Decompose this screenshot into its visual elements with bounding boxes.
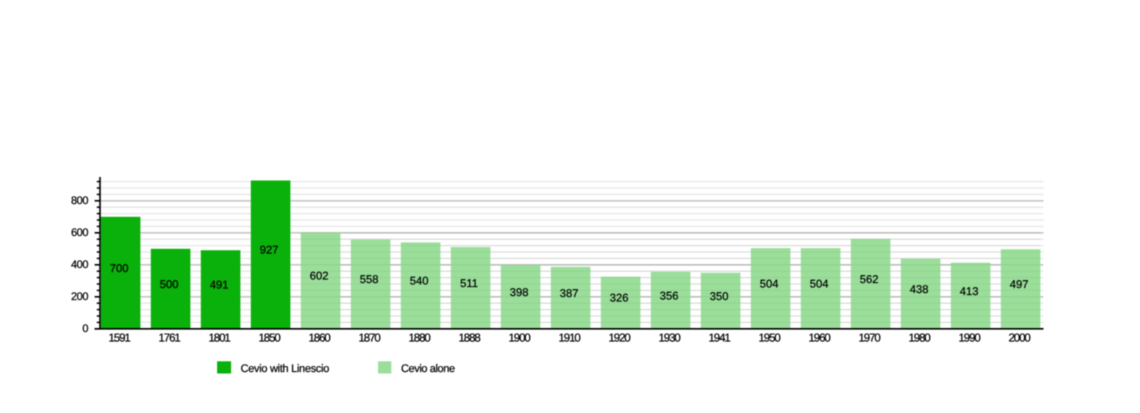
svg-text:600: 600 [71, 227, 88, 239]
svg-text:1970: 1970 [859, 332, 881, 344]
svg-text:1920: 1920 [609, 332, 631, 344]
svg-text:511: 511 [460, 278, 478, 290]
svg-text:497: 497 [1010, 279, 1029, 291]
svg-text:1960: 1960 [809, 332, 831, 344]
svg-text:438: 438 [910, 284, 929, 296]
svg-text:1980: 1980 [909, 332, 931, 344]
svg-text:1761: 1761 [159, 332, 181, 344]
svg-text:1801: 1801 [209, 332, 231, 344]
svg-text:398: 398 [510, 287, 529, 299]
svg-text:200: 200 [71, 291, 88, 303]
svg-text:1880: 1880 [409, 332, 431, 344]
svg-text:350: 350 [710, 291, 729, 303]
svg-text:326: 326 [610, 293, 629, 305]
svg-text:491: 491 [210, 280, 229, 292]
svg-text:540: 540 [410, 276, 429, 288]
svg-text:504: 504 [810, 279, 829, 291]
svg-text:1850: 1850 [259, 332, 281, 344]
svg-text:1950: 1950 [759, 332, 781, 344]
svg-text:356: 356 [660, 290, 679, 302]
svg-text:1930: 1930 [659, 332, 681, 344]
svg-text:413: 413 [960, 286, 979, 298]
svg-text:700: 700 [110, 263, 129, 275]
svg-text:504: 504 [760, 279, 779, 291]
svg-text:1870: 1870 [359, 332, 381, 344]
svg-text:927: 927 [260, 245, 279, 257]
svg-text:0: 0 [82, 323, 88, 335]
svg-text:2000: 2000 [1009, 332, 1031, 344]
svg-text:558: 558 [360, 274, 379, 286]
svg-text:800: 800 [71, 195, 88, 207]
svg-text:400: 400 [71, 259, 88, 271]
svg-text:562: 562 [860, 274, 879, 286]
svg-text:1990: 1990 [959, 332, 981, 344]
svg-text:602: 602 [310, 271, 329, 283]
svg-text:1888: 1888 [459, 332, 481, 344]
svg-text:500: 500 [160, 279, 179, 291]
svg-text:1900: 1900 [509, 332, 531, 344]
svg-text:1860: 1860 [309, 332, 331, 344]
svg-text:387: 387 [560, 288, 579, 300]
svg-text:Cevio alone: Cevio alone [401, 363, 455, 375]
svg-text:Cevio with Linescio: Cevio with Linescio [241, 363, 330, 375]
svg-text:1910: 1910 [559, 332, 581, 344]
svg-text:1591: 1591 [109, 332, 131, 344]
svg-text:1941: 1941 [709, 332, 731, 344]
